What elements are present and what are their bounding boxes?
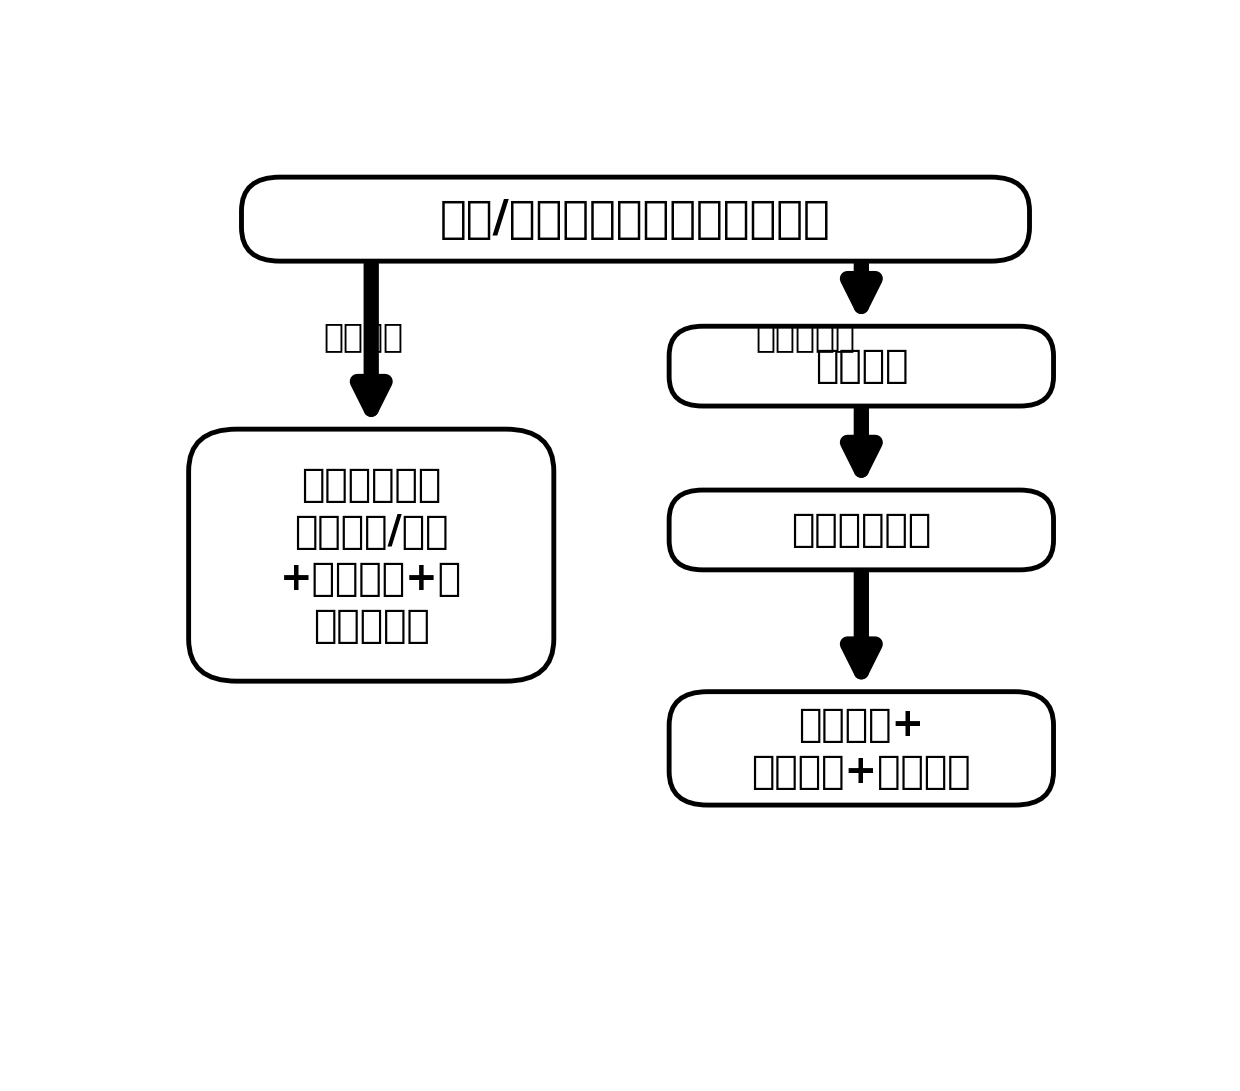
FancyBboxPatch shape: [242, 177, 1029, 261]
FancyBboxPatch shape: [188, 429, 554, 681]
Text: 常规方法: 常规方法: [324, 321, 403, 353]
Text: 激光重熔: 激光重熔: [815, 347, 908, 385]
FancyBboxPatch shape: [670, 490, 1054, 570]
Text: 本发明方法: 本发明方法: [755, 321, 856, 353]
Text: 固溶处理+
高温处理+时效处理: 固溶处理+ 高温处理+时效处理: [751, 706, 971, 791]
Text: 单晶/定向凝固镍基高温合金零件: 单晶/定向凝固镍基高温合金零件: [440, 197, 831, 241]
FancyBboxPatch shape: [670, 326, 1054, 406]
Text: 激光金属沉积: 激光金属沉积: [791, 511, 931, 549]
FancyBboxPatch shape: [670, 692, 1054, 805]
Text: 单一激光金属
沉积方法/预热
+耦合热场+激
光金属沉积: 单一激光金属 沉积方法/预热 +耦合热场+激 光金属沉积: [280, 466, 463, 645]
